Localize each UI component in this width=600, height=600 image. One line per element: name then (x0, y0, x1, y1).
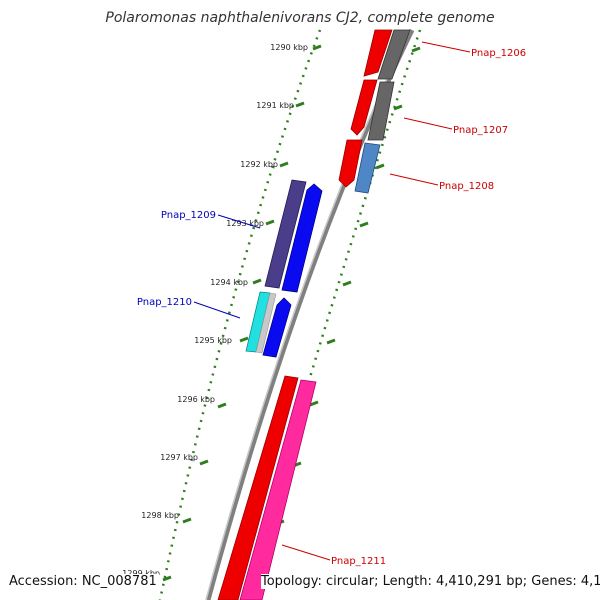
tick-mark-outer (309, 400, 319, 407)
gene-arrow-spacer (255, 292, 277, 354)
topology-text: Topology: circular; Length: 4,410,291 bp… (261, 574, 600, 589)
tick-label: 1295 kbp (194, 336, 232, 345)
gene-label-pnap-1208[interactable]: Pnap_1208 (439, 181, 494, 192)
gene-pnap-1208[interactable] (338, 139, 381, 194)
gene-arrow-product[interactable] (281, 183, 323, 293)
gene-arrow-product[interactable] (377, 29, 411, 80)
inner-scale-track (158, 29, 322, 600)
gene-label-pnap-1211[interactable]: Pnap_1211 (331, 556, 386, 567)
map-title: Polaromonas naphthalenivorans CJ2, compl… (105, 10, 494, 26)
tick-mark (279, 161, 289, 168)
gene-arrow-cds[interactable] (217, 375, 299, 600)
tick-mark-outer (359, 221, 369, 228)
gene-arrow-cds[interactable] (350, 79, 378, 136)
gene-pnap-1206[interactable] (363, 29, 411, 80)
leader-pnap-1209 (217, 214, 261, 229)
tick-1296: 1296 kbp (177, 395, 319, 409)
gene-arrow-cds[interactable] (338, 139, 363, 188)
gene-pnap-1207[interactable] (350, 79, 395, 141)
tick-mark (295, 101, 305, 108)
tick-mark (265, 219, 275, 226)
gene-arrow-product[interactable] (367, 81, 395, 141)
leader-pnap-1208 (389, 173, 439, 186)
tick-label: 1291 kbp (256, 101, 294, 110)
tick-mark-outer (393, 104, 403, 111)
tick-mark-outer (326, 338, 336, 345)
tick-1292: 1292 kbp (240, 160, 385, 170)
leader-pnap-1211 (281, 544, 331, 561)
tick-mark (312, 44, 322, 51)
tick-1291: 1291 kbp (256, 101, 403, 111)
tick-label: 1298 kbp (141, 511, 179, 520)
tick-mark (252, 278, 262, 285)
leader-pnap-1210 (193, 301, 241, 319)
gene-arrow-cds[interactable] (363, 29, 393, 77)
gene-arrow-product[interactable] (262, 297, 292, 358)
gene-pnap-1209[interactable] (264, 179, 323, 293)
gene-pnap-1211[interactable] (217, 375, 317, 600)
outer-scale-track (243, 29, 422, 600)
tick-mark (239, 336, 249, 343)
tick-label: 1294 kbp (210, 278, 248, 287)
tick-mark-outer (342, 280, 352, 287)
accession-text: Accession: NC_008781 (9, 574, 159, 589)
tick-label: 1296 kbp (177, 395, 215, 404)
tick-label: 1290 kbp (270, 43, 308, 52)
gene-arrow-cds[interactable] (264, 179, 307, 289)
leader-pnap-1206 (421, 41, 471, 53)
tick-mark (199, 459, 209, 466)
tick-mark-outer (375, 163, 385, 170)
tick-1293: 1293 kbp (226, 219, 369, 228)
tick-label: 1299 kbp (122, 569, 160, 578)
tick-mark-outer (411, 46, 421, 53)
tick-label: 1297 kbp (160, 453, 198, 462)
gene-label-pnap-1207[interactable]: Pnap_1207 (453, 125, 508, 136)
tick-label: 1292 kbp (240, 160, 278, 169)
gene-label-pnap-1206[interactable]: Pnap_1206 (471, 48, 526, 59)
gene-arrow-product[interactable] (354, 142, 381, 194)
tick-mark (217, 402, 227, 409)
gene-pnap-1210[interactable] (245, 291, 292, 358)
gene-arrow-product[interactable] (239, 379, 317, 600)
tick-mark (162, 575, 172, 582)
tick-1295: 1295 kbp (194, 336, 336, 345)
gene-label-pnap-1210[interactable]: Pnap_1210 (137, 297, 192, 308)
tick-1294: 1294 kbp (210, 278, 352, 287)
leader-pnap-1207 (403, 117, 453, 130)
gene-label-pnap-1209[interactable]: Pnap_1209 (161, 210, 216, 221)
tick-1290: 1290 kbp (270, 43, 421, 53)
tick-mark (182, 517, 192, 524)
